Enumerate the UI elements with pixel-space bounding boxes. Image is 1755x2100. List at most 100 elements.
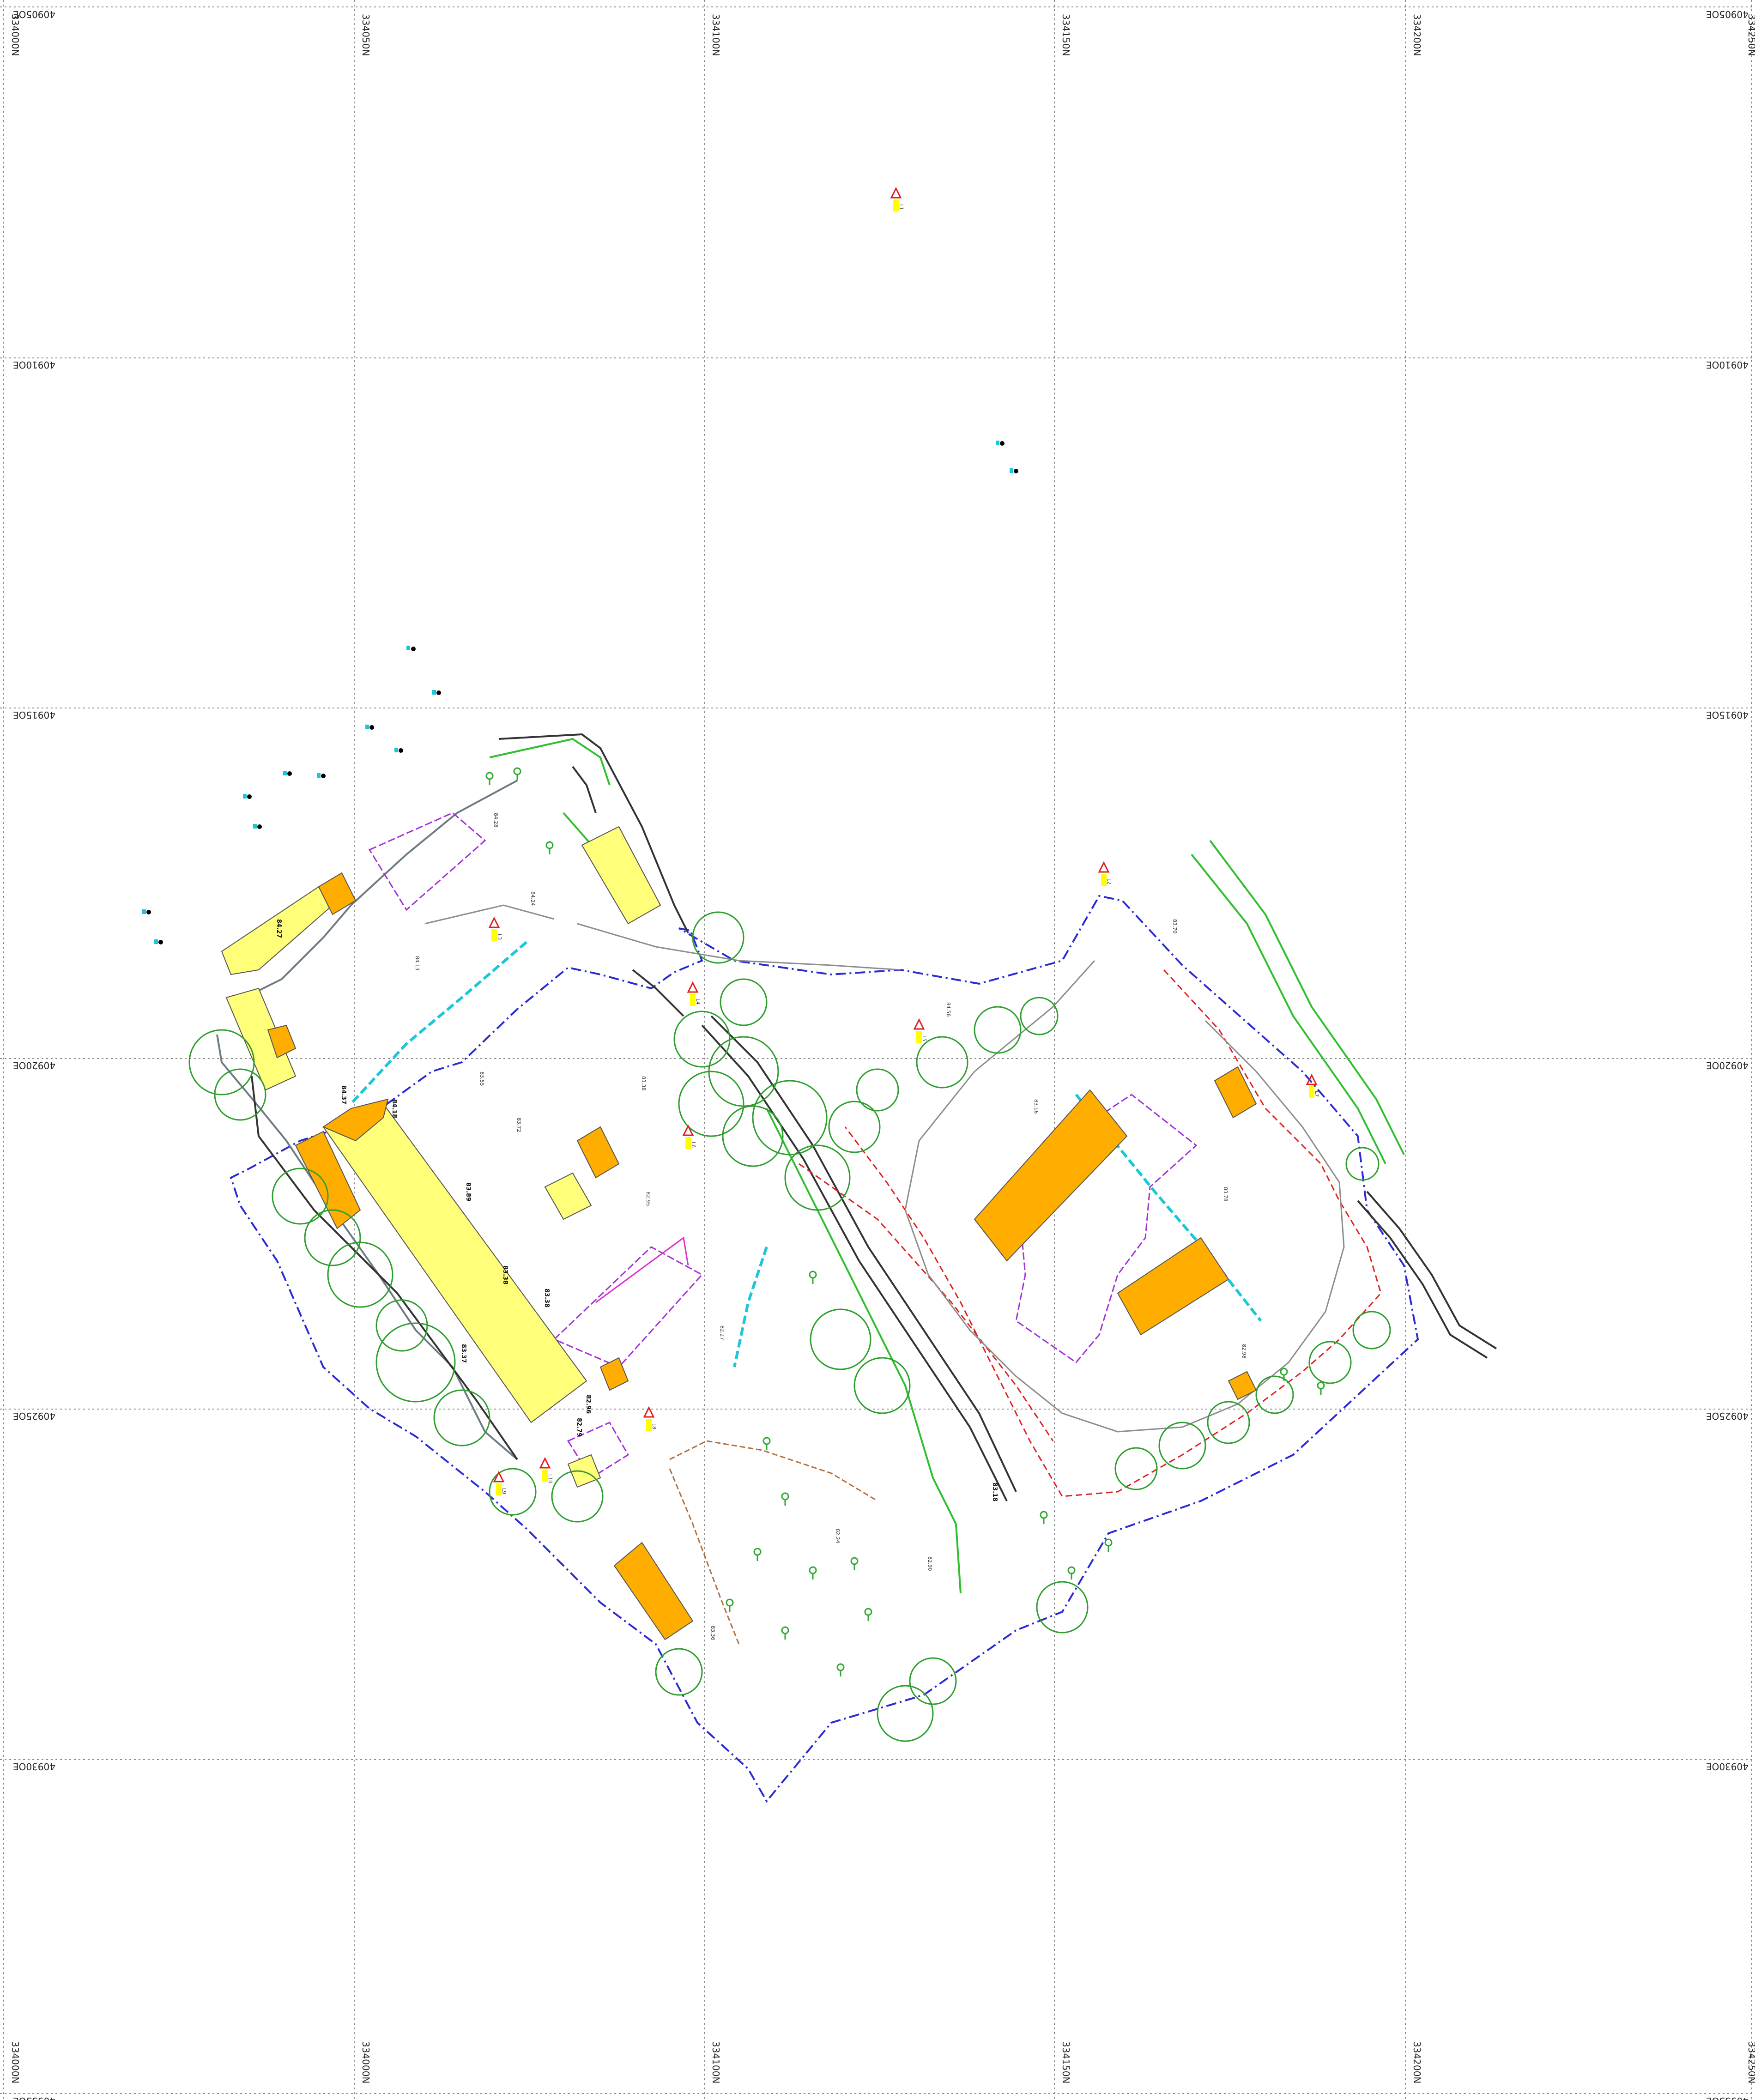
- sapling-18: [1280, 1368, 1288, 1381]
- bold-level: 83.38: [502, 1265, 508, 1284]
- tree-canopy-12: [974, 1006, 1022, 1054]
- building-north-annex: [318, 872, 357, 915]
- marker-L5: L5: [913, 1018, 927, 1043]
- spot-level: 84.56: [945, 1002, 951, 1017]
- building-main-corner: [295, 1131, 361, 1229]
- marker-L8: L8: [643, 1406, 657, 1431]
- spot-level: 84.28: [493, 813, 499, 828]
- tree-canopy-22: [489, 1468, 537, 1516]
- survey-markers: L1 L2 L3 L4 L5 L6 L7: [488, 187, 1320, 1495]
- tree-canopy-20: [375, 1322, 456, 1403]
- sapling-17: [1317, 1381, 1325, 1395]
- bold-level: 82.96: [585, 1395, 592, 1414]
- svg-text:L7: L7: [1314, 1091, 1320, 1097]
- right-label-1: 40905OE: [1706, 9, 1749, 20]
- left-label-3: 40915OE: [13, 709, 55, 720]
- bold-level: 83.89: [465, 1182, 472, 1201]
- bold-level: 82.79: [575, 1418, 582, 1437]
- building-east-small-1: [1214, 1066, 1257, 1119]
- marker-L6: L6: [682, 1124, 696, 1149]
- tree-canopy-11: [916, 1036, 968, 1089]
- sapling-9: [836, 1663, 845, 1676]
- building-south-small: [567, 1454, 601, 1488]
- spot-level: 82.98: [1241, 1344, 1247, 1359]
- bold-level: 84.37: [340, 1085, 347, 1104]
- spot-level: 83.70: [1172, 919, 1178, 934]
- top-label-3: 334100N: [710, 14, 721, 56]
- marker-L3: L3: [488, 916, 502, 941]
- tree-canopy-14: [188, 1029, 255, 1095]
- grid-labels: 334000N 334050N 334100N 334150N 334200N …: [10, 9, 1755, 2100]
- bold-level: 83.37: [460, 1344, 467, 1363]
- outlying-points: [142, 441, 1018, 944]
- right-label-6: 40930OE: [1706, 1761, 1749, 1772]
- spot-level: 83.78: [1222, 1187, 1228, 1202]
- marker-L4: L4: [687, 981, 701, 1006]
- building-west-strip: [225, 987, 297, 1091]
- svg-text:L5: L5: [921, 1035, 927, 1041]
- right-label-4: 40920OE: [1706, 1060, 1749, 1071]
- marker-L9: L9: [493, 1471, 507, 1495]
- tree-canopy-32: [1308, 1341, 1352, 1384]
- tree-canopy-9: [828, 1101, 881, 1153]
- right-label-7: 40935OE: [1706, 2095, 1749, 2100]
- tree-canopy-13: [1020, 997, 1059, 1035]
- sapling-2: [513, 767, 521, 781]
- svg-text:L10: L10: [547, 1474, 553, 1483]
- tree-canopy-7: [752, 1080, 828, 1156]
- spot-level: 82.90: [927, 1556, 933, 1571]
- sapling-13: [1067, 1566, 1076, 1580]
- tree-canopy-24: [655, 1648, 703, 1696]
- sapling-6: [753, 1548, 762, 1561]
- sapling-7: [809, 1566, 817, 1580]
- marker-L7: L7: [1306, 1073, 1320, 1098]
- bottom-label-2: 334000N: [360, 2041, 371, 2083]
- building-center-1: [544, 1172, 592, 1220]
- sapling-symbols: [485, 767, 1325, 1676]
- left-label-2: 40910OE: [13, 359, 55, 370]
- bottom-label-4: 334150N: [1060, 2041, 1071, 2083]
- sapling-3: [545, 841, 554, 854]
- left-label-7: 40935OE: [13, 2095, 55, 2100]
- left-label-6: 40930OE: [13, 1761, 55, 1772]
- bold-level: 84.27: [275, 919, 282, 938]
- top-label-4: 334150N: [1060, 14, 1071, 56]
- right-label-2: 40910OE: [1706, 359, 1749, 370]
- right-label-5: 40925OE: [1706, 1410, 1749, 1422]
- sapling-12: [850, 1557, 859, 1570]
- spot-level: 82.24: [835, 1529, 841, 1543]
- right-label-3: 40915OE: [1706, 709, 1749, 720]
- spot-level: 82.27: [719, 1325, 725, 1340]
- tree-canopy-8: [784, 1144, 851, 1211]
- sapling-15: [1104, 1538, 1113, 1552]
- tree-canopy-27: [1036, 1581, 1089, 1634]
- spot-levels: 84.28 84.24 84.13 83.55 83.38 83.72 82.9…: [275, 813, 1247, 1640]
- bold-level: 84.18: [391, 1099, 398, 1118]
- svg-text:L1: L1: [898, 204, 904, 210]
- spot-level: 83.16: [1033, 1099, 1039, 1114]
- tree-canopy-34: [1345, 1147, 1380, 1181]
- sapling-11: [726, 1598, 734, 1612]
- top-label-5: 334200N: [1411, 14, 1422, 56]
- tree-canopy-35: [810, 1308, 871, 1370]
- tree-canopies: [188, 911, 1391, 1742]
- tree-canopy-2: [720, 978, 768, 1026]
- building-west-small: [267, 1024, 297, 1059]
- tree-canopy-1: [692, 911, 744, 964]
- perimeter-walls: [216, 733, 1497, 1501]
- spot-level: 83.55: [479, 1071, 485, 1086]
- svg-text:L4: L4: [695, 999, 701, 1005]
- tree-canopy-6: [722, 1105, 784, 1167]
- building-east-small-2: [1228, 1371, 1257, 1400]
- marker-L2: L2: [1098, 861, 1112, 886]
- building-south-block: [613, 1542, 694, 1640]
- marker-L1: L1: [890, 187, 904, 212]
- tree-canopy-23: [551, 1470, 604, 1523]
- building-center-3: [599, 1357, 629, 1391]
- sapling-14: [1040, 1511, 1048, 1524]
- bottom-label-6: 334250N: [1746, 2041, 1755, 2083]
- tree-canopy-18: [327, 1241, 393, 1308]
- tree-canopy-33: [1352, 1311, 1391, 1350]
- tree-canopy-36: [853, 1357, 911, 1414]
